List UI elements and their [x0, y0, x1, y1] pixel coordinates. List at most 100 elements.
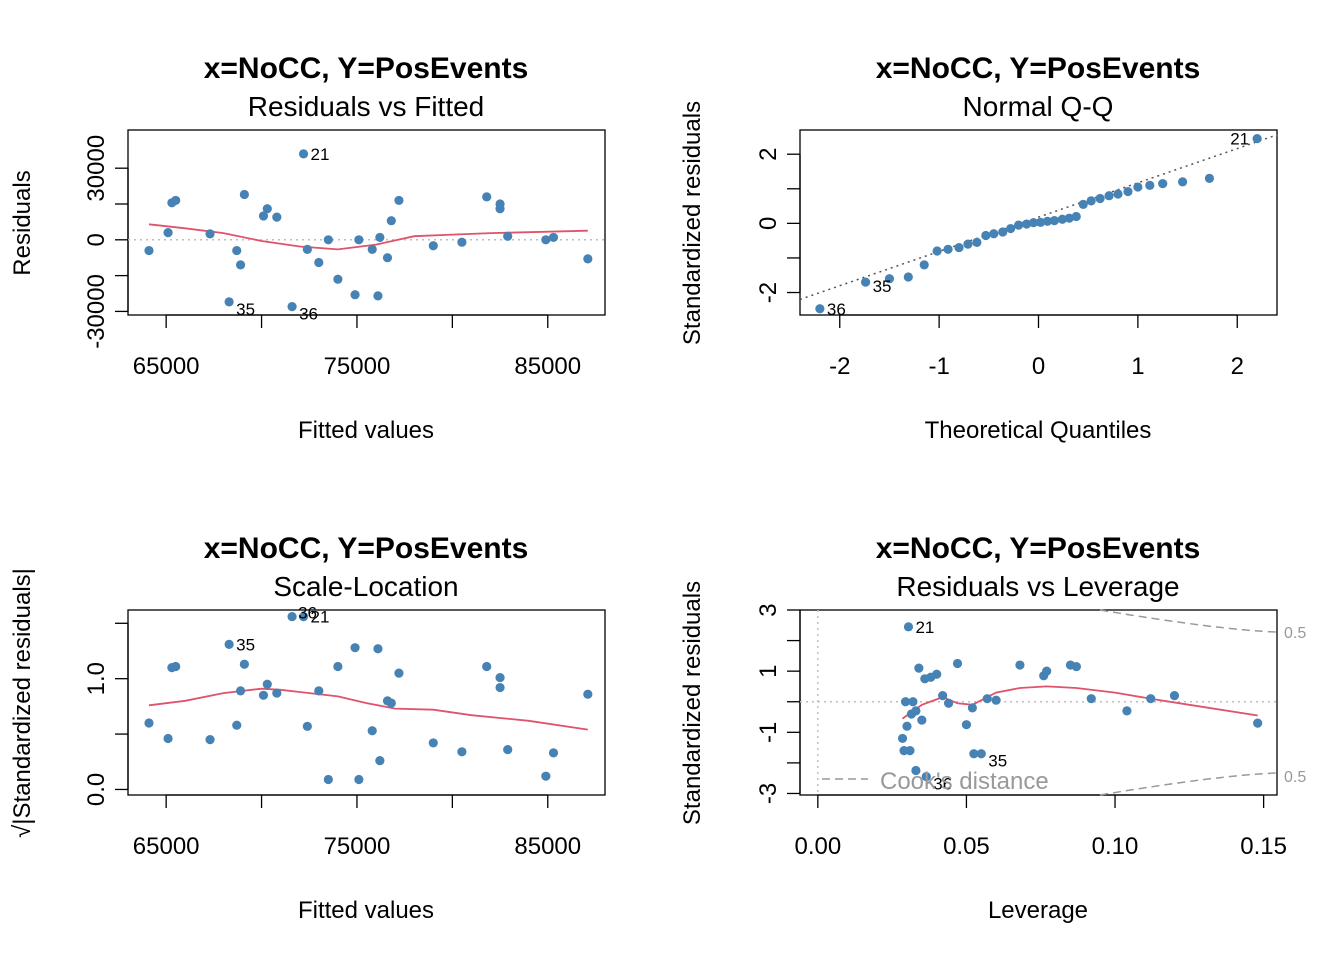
point-label: 21: [915, 618, 934, 637]
panel-scale-location: x=NoCC, Y=PosEvents Scale-Location 65000…: [9, 532, 606, 924]
panel4-smooth-line: [901, 685, 1258, 720]
data-point: [239, 659, 249, 669]
data-point: [1169, 691, 1180, 701]
data-point: [897, 733, 908, 744]
data-point: [981, 230, 991, 241]
data-point: [991, 695, 1001, 705]
data-point: [262, 679, 272, 689]
data-point: [258, 211, 269, 221]
data-point: [961, 720, 972, 730]
data-point: [921, 772, 931, 782]
data-point: [1095, 193, 1105, 204]
panel4-x-axis: 0.00 0.05 0.10 0.15: [794, 794, 1287, 860]
data-point: [976, 749, 986, 759]
data-point: [367, 726, 377, 736]
panel3-y-tick-label: 0.0: [83, 773, 110, 806]
panel1-x-axis: 65000 75000 85000: [133, 314, 581, 380]
data-point: [232, 720, 242, 730]
data-point: [386, 216, 396, 226]
data-point: [1146, 694, 1156, 704]
data-point: [1252, 134, 1262, 144]
panel2-x-tick-label: -1: [928, 353, 949, 380]
cooks-distance-legend-label: Cook's distance: [880, 768, 1049, 795]
data-point: [1006, 223, 1016, 234]
data-point: [902, 721, 912, 731]
data-point: [314, 686, 324, 696]
panel1-y-axis: -30000 0 30000: [83, 135, 129, 349]
data-point: [495, 672, 505, 683]
panel4-x-tick-label: 0.15: [1240, 833, 1287, 860]
panel1-y-tick-label: -30000: [83, 274, 110, 349]
panel1-y-tick-label: 30000: [83, 135, 110, 202]
data-point: [938, 691, 948, 701]
data-point: [394, 195, 404, 206]
data-point: [272, 212, 282, 222]
panel3-subtitle: Scale-Location: [273, 571, 458, 602]
panel3-x-tick-label: 85000: [514, 833, 581, 860]
panel1-smooth-line: [148, 223, 588, 251]
data-point: [375, 756, 385, 766]
point-label: 21: [1230, 130, 1249, 149]
data-point: [932, 246, 942, 256]
data-point: [1104, 191, 1114, 201]
data-point: [171, 195, 181, 206]
data-point: [900, 697, 911, 707]
data-point: [1057, 214, 1067, 224]
panel2-x-tick-label: 0: [1032, 353, 1045, 380]
panel1-points: [144, 149, 593, 312]
data-point: [205, 735, 215, 745]
panel4-y-axis: -3 -1 1 3: [755, 603, 801, 804]
point-label: 35: [988, 752, 1007, 771]
data-point: [1253, 718, 1263, 728]
panel1-point-labels: 21 35 36: [236, 145, 329, 324]
data-point: [428, 241, 438, 251]
data-point: [1015, 660, 1025, 670]
data-point: [943, 244, 953, 254]
data-point: [911, 765, 921, 776]
panel4-y-tick-label: -1: [755, 722, 782, 743]
data-point: [144, 245, 154, 256]
panel4-y-tick-label: 1: [755, 664, 782, 677]
panel2-title: x=NoCC, Y=PosEvents: [876, 52, 1201, 85]
data-point: [323, 235, 333, 245]
data-point: [323, 774, 333, 785]
data-point: [171, 661, 181, 672]
data-point: [333, 274, 343, 284]
panel4-y-tick-label: 3: [755, 603, 782, 616]
data-point: [1122, 706, 1132, 716]
data-point: [967, 703, 977, 713]
panel1-title: x=NoCC, Y=PosEvents: [204, 52, 529, 85]
panel4-subtitle: Residuals vs Leverage: [896, 571, 1179, 602]
data-point: [1014, 220, 1024, 230]
panel1-x-tick-label: 75000: [324, 353, 391, 380]
data-point: [503, 744, 513, 755]
panel1-x-tick-label: 85000: [514, 353, 581, 380]
data-point: [1035, 217, 1046, 227]
panel-residuals-vs-fitted: x=NoCC, Y=PosEvents Residuals vs Fitted …: [9, 52, 606, 444]
data-point: [1177, 177, 1188, 187]
panel3-points: [144, 612, 593, 785]
panel3-x-axis: 65000 75000 85000: [133, 794, 581, 860]
data-point: [1123, 186, 1133, 197]
panel2-ylabel: Standardized residuals: [679, 101, 706, 345]
data-point: [982, 694, 992, 704]
data-point: [952, 658, 963, 669]
data-point: [860, 277, 871, 287]
data-point: [482, 661, 492, 672]
data-point: [919, 260, 929, 270]
data-point: [457, 747, 467, 757]
data-point: [258, 690, 269, 700]
data-point: [386, 698, 396, 708]
cooks-contour-label-lower: 0.5: [1284, 769, 1306, 786]
data-point: [144, 718, 154, 728]
panel3-x-tick-label: 65000: [133, 833, 200, 860]
data-point: [903, 272, 913, 282]
panel1-ylabel: Residuals: [9, 170, 36, 275]
panel4-x-tick-label: 0.10: [1092, 833, 1139, 860]
panel1-smoother: [148, 223, 588, 251]
data-point: [1113, 189, 1123, 199]
data-point: [205, 229, 215, 239]
data-point: [1086, 694, 1096, 704]
data-point: [1204, 173, 1215, 184]
